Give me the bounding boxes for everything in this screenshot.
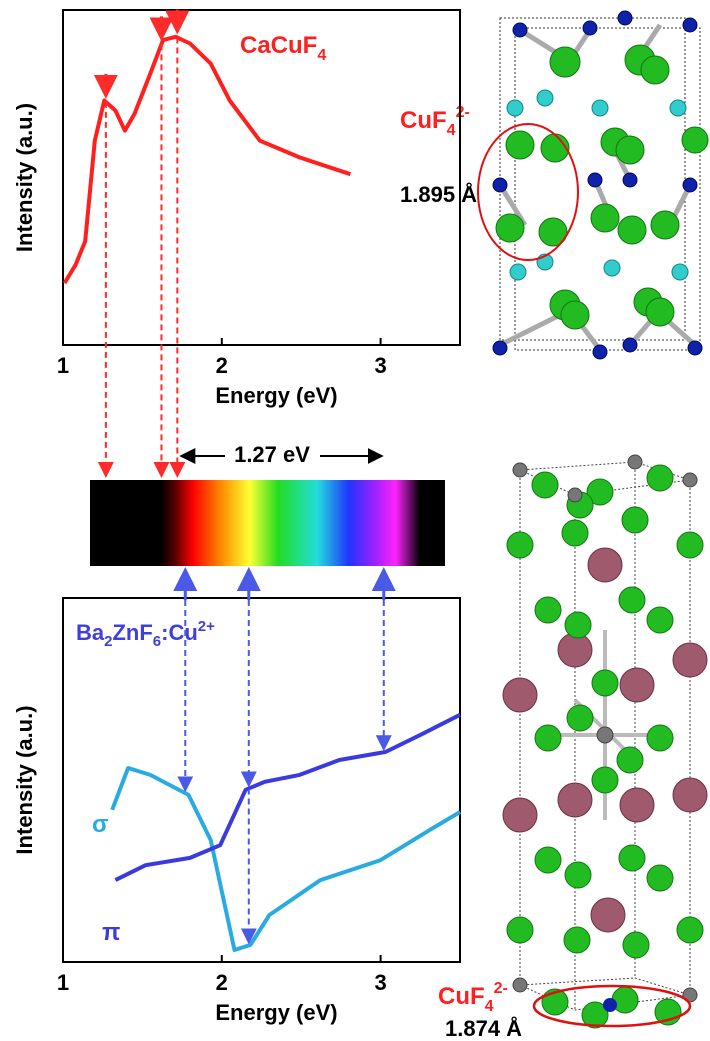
gap-label: 1.27 eV — [234, 442, 310, 467]
visible-spectrum — [90, 480, 445, 566]
ion-sup: 2- — [456, 104, 470, 121]
title-sub: 4 — [317, 47, 326, 64]
crystal-structure — [503, 455, 707, 1028]
bond-length: 1.874 Å — [445, 1015, 522, 1041]
title-part: ZnF — [112, 620, 152, 645]
ion-sup: 2- — [494, 980, 508, 997]
data-line — [115, 715, 460, 880]
x-axis-label: Energy (eV) — [215, 383, 337, 408]
title-sub: 6 — [153, 633, 161, 650]
x-tick-label: 2 — [216, 970, 228, 995]
ion-sub: 4 — [447, 122, 456, 139]
x-tick-label: 1 — [57, 970, 69, 995]
x-tick-label: 2 — [216, 353, 228, 378]
title-part: CaCuF — [240, 32, 317, 59]
title-part: :Cu — [161, 620, 198, 645]
ion-sub: 4 — [485, 998, 494, 1015]
crystal-structure — [478, 11, 708, 359]
ion-part: CuF — [400, 107, 447, 134]
title-sub: 2 — [104, 633, 112, 650]
chart-title: CaCuF4 — [240, 32, 326, 64]
x-tick-label: 1 — [57, 353, 69, 378]
y-axis-label: Intensity (a.u.) — [12, 103, 37, 252]
title-sup: 2+ — [198, 618, 215, 635]
title-part: Ba — [76, 620, 105, 645]
ion-label: CuF42- — [438, 980, 508, 1015]
bond-length: 1.895 Å — [400, 181, 477, 207]
ion-part: CuF — [438, 983, 485, 1010]
x-tick-label: 3 — [374, 353, 386, 378]
series-label: σ — [92, 811, 108, 838]
x-tick-label: 3 — [374, 970, 386, 995]
plot-frame — [63, 10, 460, 345]
chart-title: Ba2ZnF6:Cu2+ — [76, 618, 215, 650]
series-label: π — [102, 919, 120, 946]
data-line — [112, 768, 460, 950]
figure: CaCuF4 Ba2ZnF6:Cu2+ σ π 1.27 eV Cu — [0, 0, 710, 1041]
y-axis-label: Intensity (a.u.) — [12, 705, 37, 854]
data-line — [65, 37, 351, 283]
x-axis-label: Energy (eV) — [215, 1000, 337, 1025]
